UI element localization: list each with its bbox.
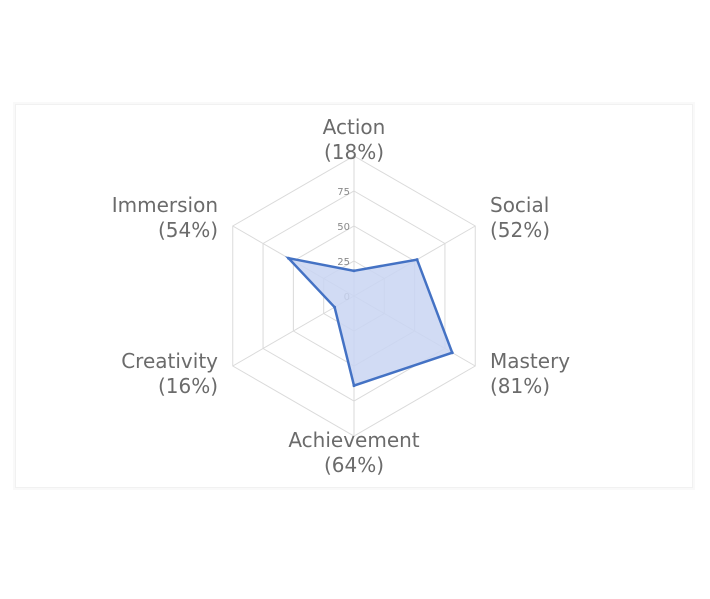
category-label-immersion: Immersion bbox=[112, 193, 218, 217]
data-point-immersion bbox=[287, 256, 291, 260]
category-label-action: Action bbox=[323, 115, 386, 139]
tick-label-75: 75 bbox=[337, 187, 350, 198]
category-value-achievement: (64%) bbox=[324, 453, 384, 477]
category-value-action: (18%) bbox=[324, 140, 384, 164]
tick-label-25: 25 bbox=[337, 257, 350, 268]
tick-label-50: 50 bbox=[337, 222, 350, 233]
category-label-achievement: Achievement bbox=[288, 428, 419, 452]
data-point-social bbox=[415, 258, 419, 262]
data-series bbox=[284, 256, 454, 388]
category-labels: Action(18%) Social(52%) Mastery(81%) Achiev… bbox=[112, 115, 571, 477]
category-label-mastery: Mastery bbox=[490, 349, 570, 373]
data-point-achievement bbox=[352, 384, 356, 388]
data-point-mastery bbox=[450, 351, 454, 355]
category-value-mastery: (81%) bbox=[490, 374, 550, 398]
data-point-creativity bbox=[333, 305, 337, 309]
category-value-immersion: (54%) bbox=[158, 218, 218, 242]
data-polygon bbox=[284, 256, 454, 388]
category-label-social: Social bbox=[490, 193, 549, 217]
category-value-creativity: (16%) bbox=[158, 374, 218, 398]
category-value-social: (52%) bbox=[490, 218, 550, 242]
category-label-creativity: Creativity bbox=[121, 349, 218, 373]
data-point-action bbox=[352, 269, 356, 273]
